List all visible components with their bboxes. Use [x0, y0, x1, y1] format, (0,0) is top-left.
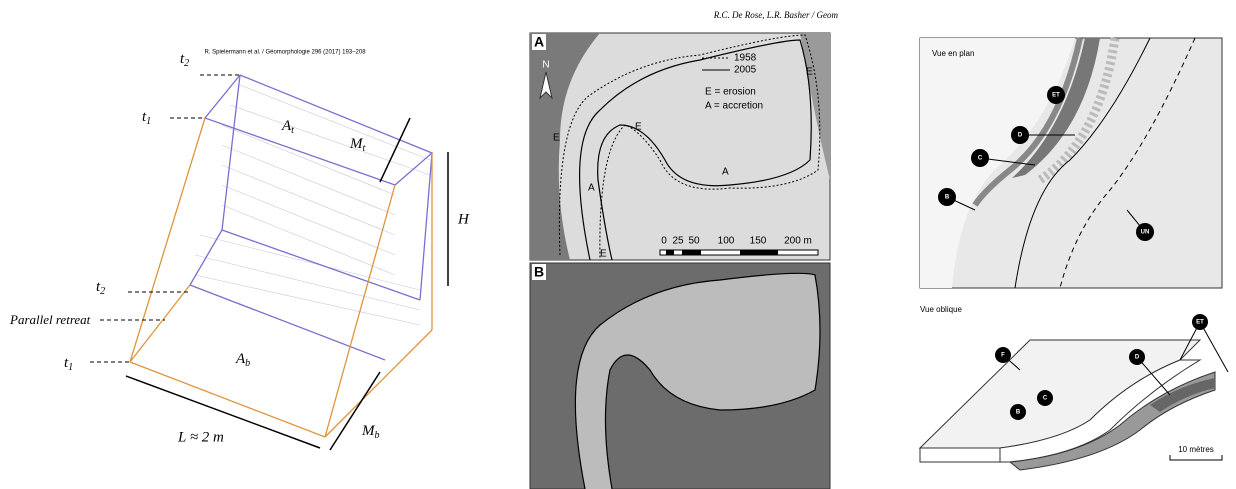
- shape: [222, 145, 395, 215]
- shape: [190, 285, 385, 360]
- marker: B: [1016, 410, 1021, 416]
- shape: 1: [68, 362, 73, 373]
- panel-title: Vue oblique: [920, 305, 963, 314]
- marker: UN: [1141, 230, 1150, 236]
- label: H: [457, 211, 470, 227]
- shape: [205, 75, 432, 185]
- shape: [130, 118, 205, 362]
- shape: t: [291, 125, 294, 136]
- label: t2: [180, 51, 189, 69]
- shape: [325, 185, 395, 437]
- shape: 2: [100, 286, 105, 297]
- north: N: [542, 60, 549, 71]
- shape: t: [363, 143, 366, 154]
- scale-tick: 200 m: [784, 236, 812, 247]
- shape: t2 t1 At Mt H t2 Parallel retreat t1 Ab …: [9, 51, 470, 445]
- site-label: A: [588, 183, 595, 194]
- shape: [222, 75, 240, 230]
- leader-lines: [90, 75, 240, 362]
- bank-figure: Vue en plan ET D C B UN Vue oblique F D …: [920, 38, 1228, 470]
- arrows: [126, 118, 448, 450]
- hatching: [195, 85, 430, 325]
- legend-key: E = erosion: [705, 87, 756, 98]
- shape: [190, 230, 222, 285]
- prism: [130, 75, 432, 437]
- shape: [1200, 322, 1228, 372]
- legend-entry: 1958: [734, 53, 757, 64]
- shape: [130, 362, 325, 437]
- legend-entry: 2005: [734, 65, 757, 76]
- site-label: A: [722, 167, 729, 178]
- prism-figure: R. Spielermann et al. / Géomorphologie 2…: [9, 50, 470, 450]
- shape: 2: [184, 58, 189, 69]
- marker: C: [1043, 396, 1048, 402]
- label: Parallel retreat: [9, 312, 91, 327]
- label: Mb: [361, 423, 380, 441]
- label: t1: [142, 109, 151, 127]
- shape: [222, 230, 420, 300]
- legend-key: A = accretion: [705, 101, 763, 112]
- label: Ab: [235, 351, 250, 369]
- marker: F: [1001, 353, 1005, 359]
- header: R.C. De Rose, L.R. Basher / Geom: [713, 10, 839, 20]
- shape: [240, 85, 430, 160]
- shape: [740, 250, 778, 255]
- site-label: E: [635, 122, 642, 133]
- header: R. Spielermann et al. / Géomorphologie 2…: [204, 50, 366, 56]
- scale-tick: 0: [661, 236, 667, 247]
- shape: [920, 448, 1000, 462]
- label: L ≈ 2 m: [177, 429, 224, 445]
- shape: b: [245, 358, 250, 369]
- shape: [222, 125, 395, 195]
- shape: [420, 153, 432, 300]
- page: R. Spielermann et al. / Géomorphologie 2…: [0, 0, 1236, 489]
- meander-figure: R.C. De Rose, L.R. Basher / Geom A N 195…: [530, 10, 838, 489]
- marker: D: [1135, 355, 1140, 361]
- label: t2: [96, 279, 105, 297]
- site-label: E: [553, 133, 560, 144]
- shape: [666, 250, 674, 255]
- panel-label: B: [534, 264, 544, 280]
- shape: b: [375, 430, 380, 441]
- marker: D: [1018, 133, 1023, 139]
- shape: [200, 235, 420, 290]
- site-label: E: [600, 249, 607, 260]
- scale-label: 10 mètres: [1178, 445, 1214, 454]
- scale-tick: 25: [672, 236, 684, 247]
- site-label: E: [806, 67, 813, 78]
- scale-tick: 50: [688, 236, 700, 247]
- terrace: [920, 340, 1200, 448]
- shape: [222, 185, 395, 255]
- marker: ET: [1196, 320, 1204, 326]
- label: Mt: [349, 136, 366, 154]
- shape: [325, 330, 432, 437]
- marker: C: [978, 156, 983, 162]
- scale-bar: [1170, 455, 1222, 460]
- shape: 1: [146, 116, 151, 127]
- panel-label: A: [534, 34, 544, 50]
- label: t1: [64, 355, 73, 373]
- shape: [222, 205, 395, 275]
- scale-tick: 150: [750, 236, 767, 247]
- marker: B: [945, 195, 950, 201]
- marker: ET: [1052, 93, 1060, 99]
- panel-title: Vue en plan: [932, 49, 974, 58]
- label: At: [281, 118, 294, 136]
- shape: [130, 285, 190, 362]
- shape: [380, 118, 410, 182]
- scale-tick: 100: [718, 236, 735, 247]
- shape: [682, 250, 701, 255]
